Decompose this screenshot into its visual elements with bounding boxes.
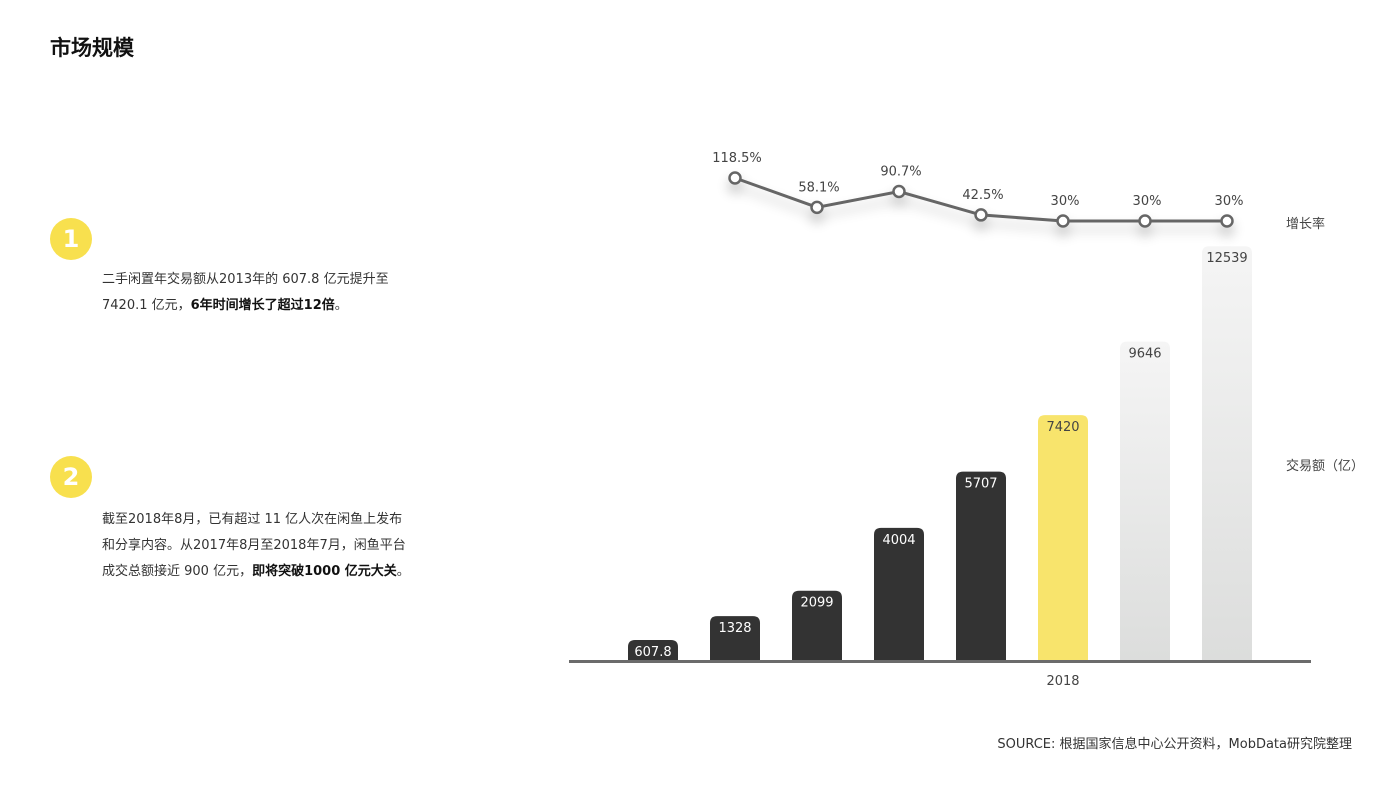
growth-rate-label: 30% [1133, 194, 1162, 209]
growth-rate-label: 90.7% [880, 164, 921, 179]
bar-value-label: 1328 [718, 621, 751, 636]
page-title: 市场规模 [50, 36, 134, 60]
x-tick-label: 2018 [1046, 674, 1079, 689]
bar-series-label: 交易额（亿） [1286, 459, 1365, 474]
growth-rate-label: 30% [1215, 194, 1244, 209]
bar [874, 527, 924, 660]
point-2-text: 截至2018年8月，已有超过 11 亿人次在闲鱼上发布和分享内容。从2017年8… [102, 507, 412, 585]
bar [956, 471, 1006, 660]
point-1-badge: 1 [50, 218, 92, 260]
growth-rate-label: 118.5% [712, 151, 762, 166]
bar [1120, 341, 1170, 660]
bar-value-label: 2099 [800, 596, 833, 611]
bar [628, 639, 678, 660]
text-segment: 。 [396, 564, 410, 579]
bar-value-label: 4004 [882, 533, 915, 548]
text-segment: 。 [334, 298, 348, 313]
bar-value-label: 9646 [1128, 347, 1161, 362]
growth-rate-point [1056, 214, 1070, 228]
bar-value-label: 5707 [964, 477, 997, 492]
growth-rate-point [728, 171, 742, 185]
growth-rate-label: 58.1% [798, 180, 839, 195]
text-segment: 6年时间增长了超过12倍 [190, 298, 335, 313]
line-series-label: 增长率 [1286, 217, 1326, 232]
point-1-text: 二手闲置年交易额从2013年的 607.8 亿元提升至 7420.1 亿元，6年… [102, 267, 412, 319]
bar [792, 590, 842, 660]
bar [710, 616, 760, 660]
growth-rate-point [810, 200, 824, 215]
bar-value-label: 607.8 [634, 645, 671, 660]
growth-rate-label: 42.5% [962, 188, 1003, 203]
bar [1202, 246, 1252, 660]
growth-rate-point [1138, 214, 1152, 228]
text-segment: 即将突破1000 亿元大关 [252, 564, 397, 579]
source-note: SOURCE: 根据国家信息中心公开资料，MobData研究院整理 [997, 737, 1352, 752]
text-segment: 截至2018年8月，已有超过 11 亿人次在闲鱼上发布和分享内容。从2017年8… [102, 512, 406, 579]
text-segment: 二手闲置年交易额从2013年的 607.8 亿元提升至 7420.1 亿元， [102, 272, 389, 313]
bar-value-label: 7420 [1046, 420, 1079, 435]
growth-rate-point [1220, 214, 1234, 228]
growth-rate-label: 30% [1051, 194, 1080, 209]
bar [1038, 415, 1088, 660]
bar-value-label: 12539 [1206, 251, 1247, 266]
growth-rate-point [974, 208, 988, 222]
growth-rate-point [892, 184, 906, 199]
point-2-badge: 2 [50, 456, 92, 498]
